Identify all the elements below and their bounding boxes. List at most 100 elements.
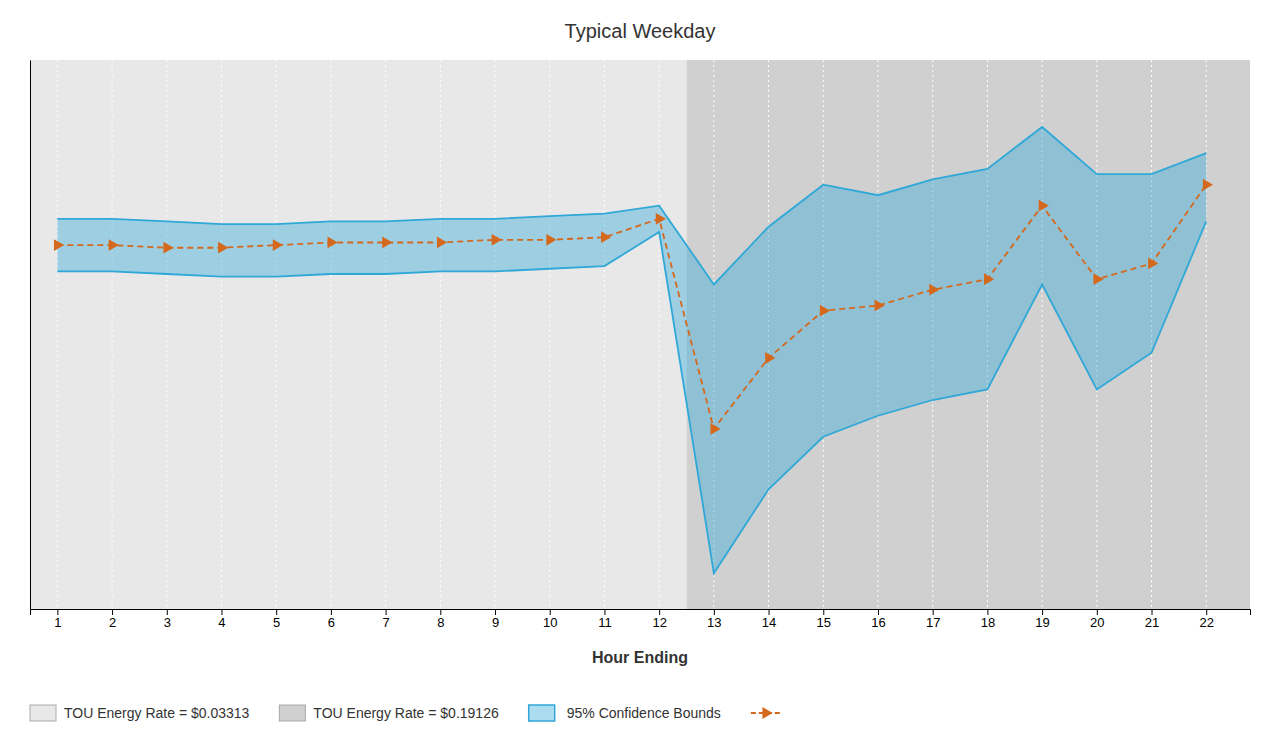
series-marker bbox=[984, 273, 994, 285]
series-marker bbox=[929, 284, 939, 296]
confidence-lower bbox=[57, 221, 1206, 573]
tick-mark bbox=[933, 609, 934, 615]
tick-mark bbox=[495, 609, 496, 615]
tick-mark bbox=[878, 609, 879, 615]
tick-mark bbox=[659, 609, 660, 615]
grid-line bbox=[57, 60, 58, 609]
tick-label: 15 bbox=[817, 615, 831, 630]
series-marker bbox=[163, 242, 173, 254]
tick-label: 20 bbox=[1090, 615, 1104, 630]
x-tick: 17 bbox=[926, 609, 940, 630]
x-axis: 12345678910111213141516171819202122 bbox=[31, 609, 1251, 630]
x-tick: 7 bbox=[382, 609, 389, 630]
tick-mark bbox=[1042, 609, 1043, 615]
series-marker bbox=[437, 237, 447, 249]
grid-line bbox=[276, 60, 277, 609]
tick-label: 9 bbox=[492, 615, 499, 630]
grid-line bbox=[549, 60, 550, 609]
grid-line bbox=[659, 60, 660, 609]
grid-line bbox=[330, 60, 331, 609]
grid-line bbox=[495, 60, 496, 609]
x-tick: 10 bbox=[543, 609, 557, 630]
confidence-upper bbox=[57, 127, 1206, 285]
x-tick: 1 bbox=[54, 609, 61, 630]
tick-label: 3 bbox=[164, 615, 171, 630]
x-tick: 6 bbox=[328, 609, 335, 630]
x-tick: 21 bbox=[1145, 609, 1159, 630]
tick-mark bbox=[1152, 609, 1153, 615]
series-marker bbox=[273, 239, 283, 251]
grid-line bbox=[112, 60, 113, 609]
tick-label: 22 bbox=[1199, 615, 1213, 630]
tick-mark bbox=[769, 609, 770, 615]
tick-mark bbox=[1206, 609, 1207, 615]
tick-mark bbox=[57, 609, 58, 615]
tick-label: 17 bbox=[926, 615, 940, 630]
series-marker bbox=[1203, 179, 1213, 191]
tick-label: 18 bbox=[981, 615, 995, 630]
y-axis bbox=[30, 61, 31, 610]
tick-mark bbox=[823, 609, 824, 615]
x-axis-label: Hour Ending bbox=[592, 649, 688, 666]
series-marker bbox=[54, 239, 64, 251]
tick-label: 8 bbox=[437, 615, 444, 630]
legend-swatch bbox=[30, 705, 56, 721]
legend-swatch bbox=[529, 705, 555, 721]
x-tick: 14 bbox=[762, 609, 776, 630]
legend: TOU Energy Rate = $0.03313TOU Energy Rat… bbox=[30, 705, 781, 721]
x-tick: 4 bbox=[218, 609, 225, 630]
tick-label: 10 bbox=[543, 615, 557, 630]
x-tick: 9 bbox=[492, 609, 499, 630]
rate-region bbox=[30, 60, 687, 609]
grid-line bbox=[440, 60, 441, 609]
x-tick: 18 bbox=[981, 609, 995, 630]
confidence-band bbox=[57, 127, 1206, 573]
series-marker bbox=[710, 423, 720, 435]
tick-label: 12 bbox=[652, 615, 666, 630]
series-marker bbox=[765, 352, 775, 364]
tick-mark bbox=[550, 609, 551, 615]
grid-line bbox=[385, 60, 386, 609]
x-tick: 15 bbox=[817, 609, 831, 630]
tick-label: 13 bbox=[707, 615, 721, 630]
chart-title: Typical Weekday bbox=[565, 20, 716, 42]
tick-label: 16 bbox=[871, 615, 885, 630]
tick-label: 4 bbox=[218, 615, 225, 630]
grid-line bbox=[166, 60, 167, 609]
series-marker bbox=[327, 237, 337, 249]
x-tick: 5 bbox=[273, 609, 280, 630]
tick-label: 19 bbox=[1035, 615, 1049, 630]
tick-mark bbox=[276, 609, 277, 615]
plot-area bbox=[30, 60, 1250, 609]
tick-label: 2 bbox=[109, 615, 116, 630]
series-line bbox=[57, 185, 1206, 429]
x-tick: 11 bbox=[598, 609, 612, 630]
tick-mark bbox=[604, 609, 605, 615]
tick-label: 7 bbox=[382, 615, 389, 630]
series-marker bbox=[601, 231, 611, 243]
series-marker bbox=[875, 300, 885, 312]
series-marker bbox=[1039, 200, 1049, 212]
tick-mark bbox=[167, 609, 168, 615]
tick-mark bbox=[987, 609, 988, 615]
axis-line bbox=[30, 61, 31, 610]
x-tick: 8 bbox=[437, 609, 444, 630]
series-marker bbox=[218, 242, 228, 254]
x-tick: 20 bbox=[1090, 609, 1104, 630]
legend-swatch bbox=[279, 705, 305, 721]
chart: 12345678910111213141516171819202122Typic… bbox=[0, 0, 1280, 749]
series-marker bbox=[820, 305, 830, 317]
series-marker bbox=[492, 234, 502, 246]
x-tick: 13 bbox=[707, 609, 721, 630]
legend-label: 95% Confidence Bounds bbox=[567, 705, 721, 721]
tick-mark bbox=[112, 609, 113, 615]
tick-label: 11 bbox=[598, 615, 612, 630]
tick-mark bbox=[440, 609, 441, 615]
legend-marker bbox=[762, 707, 772, 719]
x-tick: 19 bbox=[1035, 609, 1049, 630]
tick-label: 5 bbox=[273, 615, 280, 630]
tick-mark bbox=[1097, 609, 1098, 615]
x-tick: 16 bbox=[871, 609, 885, 630]
legend-label: TOU Energy Rate = $0.19126 bbox=[313, 705, 499, 721]
tick-mark bbox=[714, 609, 715, 615]
